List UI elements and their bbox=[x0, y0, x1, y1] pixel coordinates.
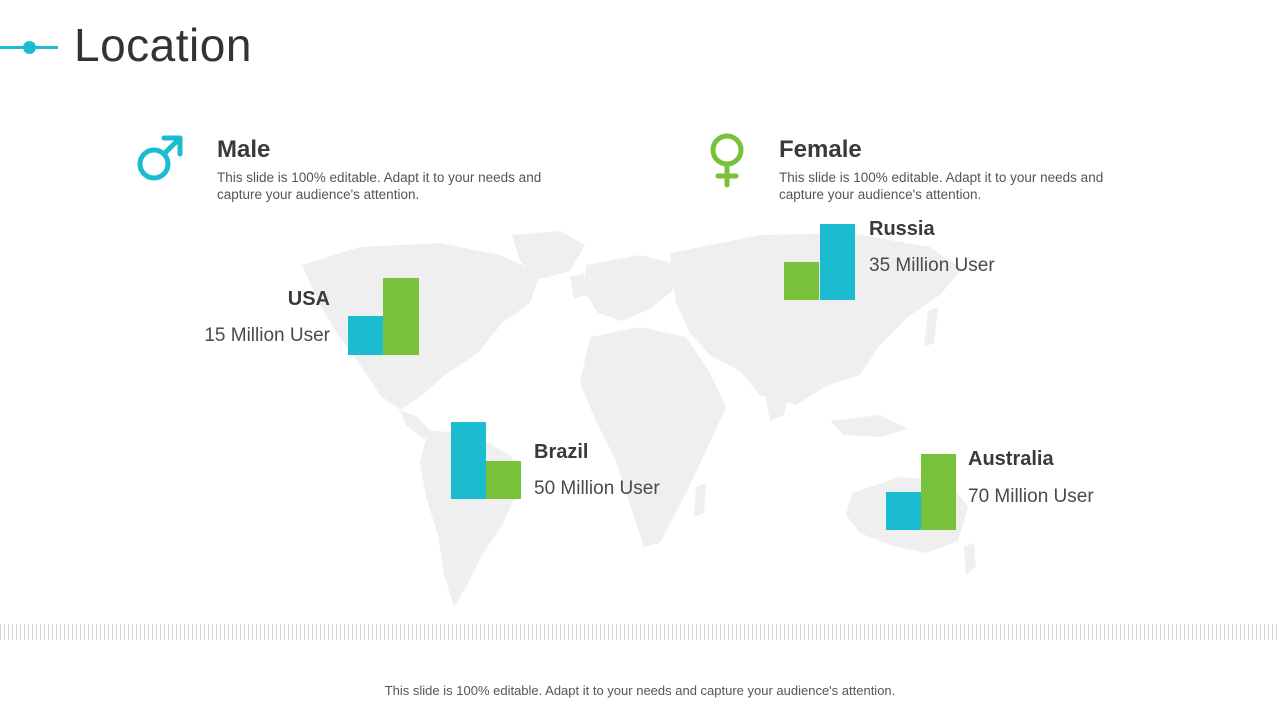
russia-users: 35 Million User bbox=[869, 255, 995, 276]
title-accent-dot bbox=[23, 41, 36, 54]
russia-female-bar bbox=[784, 262, 819, 300]
australia-male-bar bbox=[886, 492, 921, 530]
usa-users: 15 Million User bbox=[204, 325, 330, 346]
male-symbol-icon bbox=[137, 135, 183, 181]
brazil-users: 50 Million User bbox=[534, 478, 660, 499]
female-symbol-icon bbox=[710, 133, 744, 188]
male-description: This slide is 100% editable. Adapt it to… bbox=[217, 170, 542, 202]
female-description: This slide is 100% editable. Adapt it to… bbox=[779, 170, 1104, 202]
brazil-female-bar bbox=[486, 461, 521, 499]
usa-label: USA bbox=[287, 288, 330, 310]
australia-label: Australia bbox=[968, 448, 1054, 470]
female-heading: Female bbox=[779, 136, 862, 163]
russia-male-bar bbox=[820, 224, 855, 300]
usa-female-bar bbox=[383, 278, 419, 355]
world-map-image bbox=[302, 231, 976, 607]
russia-label: Russia bbox=[869, 218, 935, 240]
brazil-male-bar bbox=[451, 422, 486, 499]
page-title: Location bbox=[74, 19, 252, 71]
australia-users: 70 Million User bbox=[968, 486, 1094, 507]
usa-male-bar bbox=[348, 316, 383, 355]
male-heading: Male bbox=[217, 136, 271, 163]
footer-note: This slide is 100% editable. Adapt it to… bbox=[384, 683, 896, 698]
hatched-divider bbox=[0, 624, 1280, 640]
brazil-label: Brazil bbox=[534, 441, 589, 463]
australia-female-bar bbox=[921, 454, 956, 530]
